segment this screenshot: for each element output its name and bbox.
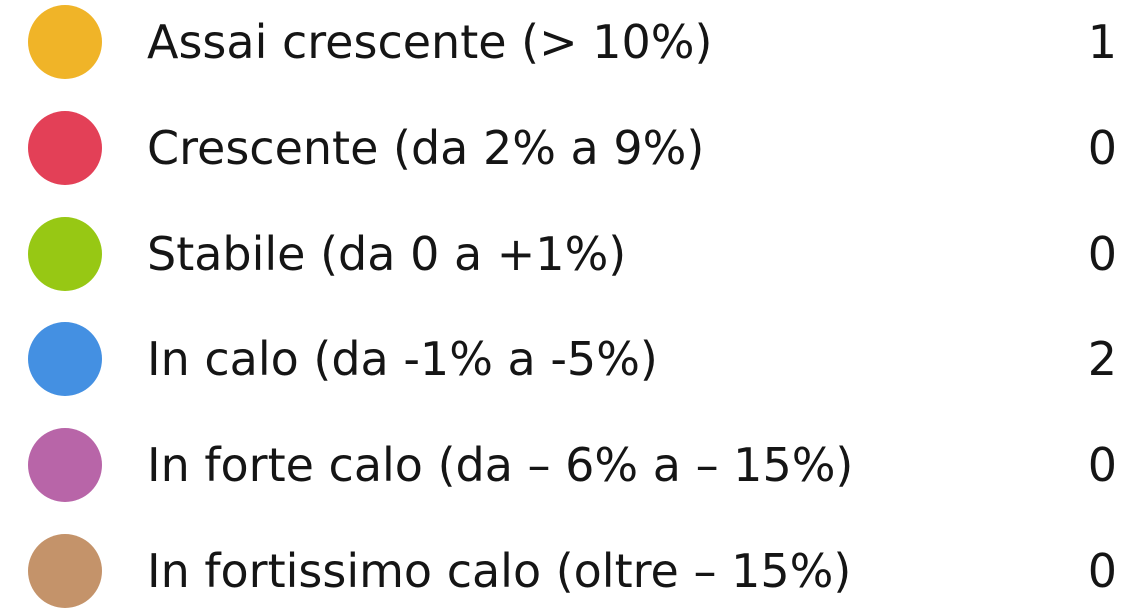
item-count: 2 xyxy=(1087,332,1117,387)
item-count: 1 xyxy=(1087,15,1117,69)
item-label: Assai crescente (> 10%) xyxy=(147,15,713,69)
color-dot xyxy=(28,216,102,291)
item-label: In calo (da -1% a -5%) xyxy=(147,332,658,387)
item-label: In fortissimo calo (oltre – 15%) xyxy=(147,544,852,598)
item-label: In forte calo (da – 6% a – 15%) xyxy=(147,438,854,493)
legend-item: Crescente (da 2% a 9%) 0 xyxy=(0,108,1127,188)
item-label: Stabile (da 0 a +1%) xyxy=(147,226,627,281)
color-dot xyxy=(28,534,102,608)
legend-item: In forte calo (da – 6% a – 15%) 0 xyxy=(0,425,1127,505)
color-dot xyxy=(28,428,102,503)
legend-item: Stabile (da 0 a +1%) 0 xyxy=(0,214,1127,294)
legend-item: Assai crescente (> 10%) 1 xyxy=(0,2,1127,82)
item-count: 0 xyxy=(1087,544,1117,598)
item-count: 0 xyxy=(1087,120,1117,175)
legend-item: In calo (da -1% a -5%) 2 xyxy=(0,319,1127,399)
item-label: Crescente (da 2% a 9%) xyxy=(147,120,705,175)
legend-item: In fortissimo calo (oltre – 15%) 0 xyxy=(0,531,1127,611)
color-dot xyxy=(28,5,102,79)
color-dot xyxy=(28,322,102,397)
item-count: 0 xyxy=(1087,226,1117,281)
item-count: 0 xyxy=(1087,438,1117,493)
color-dot xyxy=(28,110,102,185)
